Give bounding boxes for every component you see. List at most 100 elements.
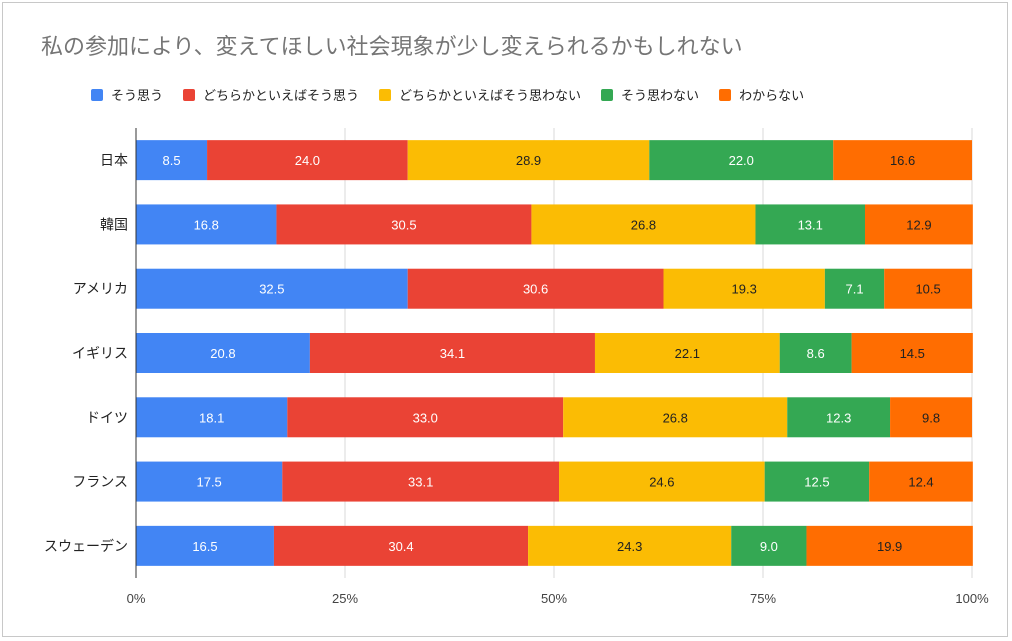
category-label: 韓国 bbox=[100, 217, 128, 233]
bar-segment bbox=[563, 397, 788, 438]
bar-segment bbox=[731, 525, 807, 566]
data-label: 24.0 bbox=[295, 153, 320, 168]
bar-segment bbox=[594, 333, 780, 373]
bar-segment bbox=[136, 333, 310, 373]
bar-segment bbox=[787, 397, 891, 438]
bar-segment bbox=[851, 333, 973, 373]
bar-segment bbox=[207, 140, 408, 181]
x-tick-label: 75% bbox=[750, 591, 776, 606]
data-label: 28.9 bbox=[516, 153, 541, 168]
bar-segment bbox=[407, 140, 650, 181]
data-label: 12.3 bbox=[826, 410, 851, 425]
legend-label: どちらかといえばそう思わない bbox=[399, 89, 582, 104]
bar-segment bbox=[136, 525, 274, 566]
legend-swatch bbox=[601, 88, 614, 101]
bar-segment bbox=[273, 525, 529, 566]
bar-segment bbox=[309, 333, 595, 373]
bar-segment bbox=[833, 140, 972, 181]
bar-segment bbox=[663, 268, 825, 309]
x-tick-label: 0% bbox=[127, 591, 146, 606]
data-label: 32.5 bbox=[259, 282, 284, 297]
data-label: 7.1 bbox=[846, 282, 864, 297]
category-label: アメリカ bbox=[73, 282, 128, 298]
data-label: 22.0 bbox=[729, 153, 754, 168]
category-label: スウェーデン bbox=[44, 538, 128, 555]
bar-segment bbox=[864, 204, 973, 245]
data-label: 16.5 bbox=[192, 539, 217, 554]
bar-segment bbox=[136, 140, 208, 181]
bar-segment bbox=[764, 461, 870, 502]
bar-segment bbox=[779, 333, 852, 373]
bar-segment bbox=[806, 525, 973, 566]
bar-segment bbox=[559, 461, 765, 502]
category-label: フランス bbox=[72, 475, 128, 491]
bar-segment bbox=[136, 268, 408, 309]
legend-swatch bbox=[183, 88, 196, 101]
data-label: 10.5 bbox=[915, 282, 940, 297]
legend-label: どちらかといえばそう思う bbox=[203, 89, 360, 104]
data-label: 30.4 bbox=[388, 539, 413, 554]
bar-segment bbox=[884, 268, 972, 309]
data-label: 13.1 bbox=[798, 217, 823, 232]
chart-legend: そう思う どちらかといえばそう思う どちらかといえばそう思わない そう思わない わからな… bbox=[91, 85, 824, 104]
bar-segment bbox=[287, 397, 564, 438]
data-label: 12.5 bbox=[804, 475, 829, 490]
data-label: 14.5 bbox=[900, 346, 925, 361]
x-tick-label: 25% bbox=[332, 591, 358, 606]
data-label: 33.1 bbox=[408, 475, 433, 490]
data-label: 34.1 bbox=[440, 346, 465, 361]
bar-segment bbox=[282, 461, 560, 502]
data-label: 24.3 bbox=[617, 539, 642, 554]
legend-item: そう思う bbox=[91, 85, 163, 104]
data-label: 16.6 bbox=[890, 153, 915, 168]
data-label: 20.8 bbox=[210, 346, 235, 361]
data-label: 19.9 bbox=[877, 539, 902, 554]
data-label: 18.1 bbox=[199, 410, 224, 425]
data-label: 22.1 bbox=[675, 346, 700, 361]
legend-item: どちらかといえばそう思う bbox=[183, 85, 359, 104]
data-label: 26.8 bbox=[631, 217, 656, 232]
data-label: 17.5 bbox=[196, 475, 221, 490]
bar-segment bbox=[136, 204, 277, 245]
bar-segment bbox=[824, 268, 885, 309]
legend-swatch bbox=[91, 88, 103, 101]
legend-item: どちらかといえばそう思わない bbox=[379, 85, 581, 104]
bar-segment bbox=[136, 397, 288, 438]
data-label: 19.3 bbox=[732, 282, 757, 297]
legend-label: わからない bbox=[739, 89, 805, 104]
data-label: 30.5 bbox=[391, 217, 416, 232]
bar-segment bbox=[407, 268, 664, 309]
legend-item: そう思わない bbox=[601, 85, 699, 104]
data-label: 24.6 bbox=[649, 475, 674, 490]
bar-segment bbox=[649, 140, 834, 181]
data-label: 16.8 bbox=[194, 217, 219, 232]
chart-title: 私の参加により、変えてほしい社会現象が少し変えられるかもしれない bbox=[41, 35, 743, 60]
x-tick-label: 50% bbox=[541, 591, 567, 606]
legend-label: そう思わない bbox=[621, 89, 700, 104]
data-label: 12.9 bbox=[906, 217, 931, 232]
legend-label: そう思う bbox=[111, 89, 164, 104]
category-label: イギリス bbox=[72, 346, 128, 362]
bar-segment bbox=[276, 204, 532, 245]
data-label: 8.5 bbox=[162, 153, 180, 168]
legend-swatch bbox=[719, 88, 732, 101]
legend-item: わからない bbox=[719, 85, 804, 104]
data-label: 30.6 bbox=[523, 282, 548, 297]
data-label: 9.0 bbox=[760, 539, 778, 554]
category-label: ドイツ bbox=[86, 410, 128, 426]
bar-segment bbox=[136, 461, 283, 502]
bar-segment bbox=[528, 525, 732, 566]
data-label: 12.4 bbox=[908, 475, 933, 490]
legend-swatch bbox=[379, 88, 392, 101]
data-label: 26.8 bbox=[663, 410, 688, 425]
data-label: 33.0 bbox=[413, 410, 438, 425]
bar-segment bbox=[755, 204, 865, 245]
x-tick-label: 100% bbox=[955, 591, 989, 606]
data-label: 8.6 bbox=[807, 346, 825, 361]
bar-segment bbox=[890, 397, 972, 438]
bar-segment bbox=[531, 204, 756, 245]
category-label: 日本 bbox=[100, 153, 128, 169]
bar-segment bbox=[869, 461, 973, 502]
data-label: 9.8 bbox=[922, 410, 940, 425]
